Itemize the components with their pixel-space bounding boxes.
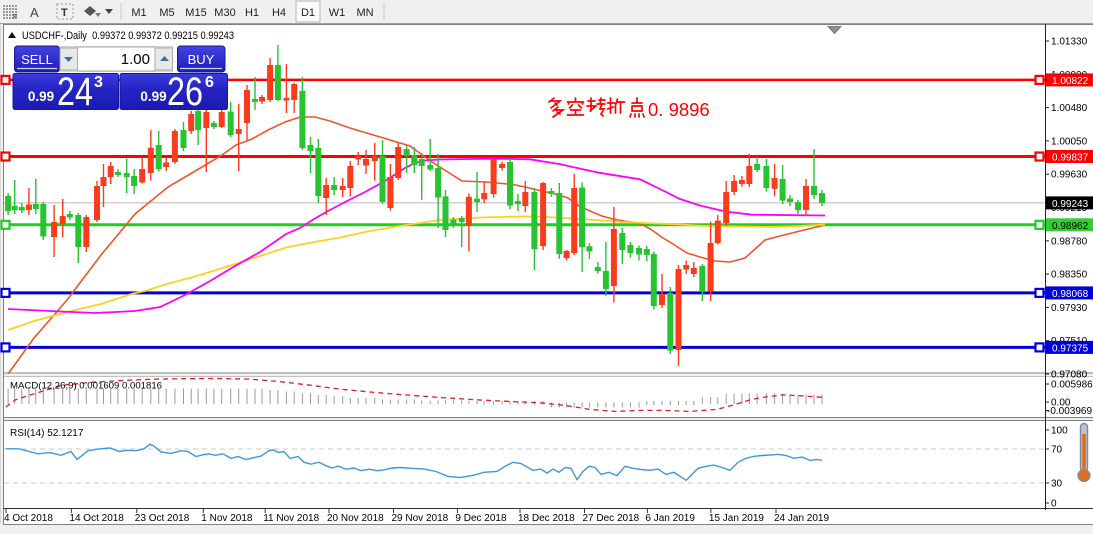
svg-text:M15: M15 xyxy=(185,7,206,19)
svg-text:M5: M5 xyxy=(159,7,174,19)
svg-text:6: 6 xyxy=(205,74,214,91)
svg-text:3: 3 xyxy=(94,74,103,91)
svg-text:M1: M1 xyxy=(131,7,146,19)
svg-text:0.005986: 0.005986 xyxy=(1051,380,1093,391)
svg-text:0.97080: 0.97080 xyxy=(1051,370,1088,381)
svg-text:0: 0 xyxy=(1051,499,1057,510)
svg-text:SELL: SELL xyxy=(21,52,53,67)
svg-text:26: 26 xyxy=(167,70,203,114)
svg-text:H1: H1 xyxy=(245,7,259,19)
svg-text:0.99: 0.99 xyxy=(140,89,166,104)
svg-text:24 Jan 2019: 24 Jan 2019 xyxy=(774,513,829,524)
svg-text:14 Oct 2018: 14 Oct 2018 xyxy=(69,513,124,524)
svg-text:0.99837: 0.99837 xyxy=(1052,153,1089,164)
svg-text:23 Oct 2018: 23 Oct 2018 xyxy=(135,513,190,524)
svg-text:0.97375: 0.97375 xyxy=(1052,343,1089,354)
svg-text:0.99243: 0.99243 xyxy=(1052,199,1089,210)
svg-text:0.98068: 0.98068 xyxy=(1052,289,1089,300)
svg-text:27 Dec 2018: 27 Dec 2018 xyxy=(583,513,640,524)
svg-text:T: T xyxy=(61,7,68,19)
svg-text:1 Nov 2018: 1 Nov 2018 xyxy=(201,513,253,524)
svg-text:A: A xyxy=(30,5,39,20)
svg-text:0.98780: 0.98780 xyxy=(1051,236,1088,247)
svg-text:1.01330: 1.01330 xyxy=(1051,37,1088,48)
svg-text:MN: MN xyxy=(356,7,373,19)
svg-text:29 Nov 2018: 29 Nov 2018 xyxy=(392,513,449,524)
svg-text:0.98350: 0.98350 xyxy=(1051,270,1088,281)
svg-text:11 Nov 2018: 11 Nov 2018 xyxy=(263,513,319,524)
svg-text:MACD(12,26,9) 0.001609 0.00181: MACD(12,26,9) 0.001609 0.001816 xyxy=(10,381,162,392)
svg-text:0.00: 0.00 xyxy=(1051,398,1071,409)
svg-text:0. 9896: 0. 9896 xyxy=(648,99,710,120)
svg-text:H4: H4 xyxy=(272,7,286,19)
svg-text:0.99630: 0.99630 xyxy=(1051,170,1088,181)
svg-text:0.99: 0.99 xyxy=(28,89,54,104)
svg-text:70: 70 xyxy=(1051,445,1063,456)
svg-text:6 Jan 2019: 6 Jan 2019 xyxy=(645,513,695,524)
svg-text:4 Oct 2018: 4 Oct 2018 xyxy=(4,513,53,524)
svg-text:24: 24 xyxy=(57,70,93,114)
svg-text:0.98962: 0.98962 xyxy=(1052,221,1089,232)
svg-text:USDCHF-,Daily 0.99372 0.99372: USDCHF-,Daily 0.99372 0.99372 0.99215 0.… xyxy=(22,30,234,42)
svg-text:1.00050: 1.00050 xyxy=(1051,136,1088,147)
svg-text:15 Jan 2019: 15 Jan 2019 xyxy=(709,513,764,524)
svg-text:F: F xyxy=(13,14,17,21)
svg-text:0.97930: 0.97930 xyxy=(1051,303,1088,314)
svg-text:D1: D1 xyxy=(301,7,315,19)
svg-text:-0.003969: -0.003969 xyxy=(1047,406,1092,417)
svg-text:1.00822: 1.00822 xyxy=(1052,76,1089,87)
svg-text:9 Dec 2018: 9 Dec 2018 xyxy=(455,513,507,524)
svg-text:100: 100 xyxy=(1051,426,1068,437)
svg-text:1.00: 1.00 xyxy=(121,51,150,68)
svg-text:M30: M30 xyxy=(214,7,235,19)
svg-text:1.00480: 1.00480 xyxy=(1051,103,1088,114)
svg-text:RSI(14) 52.1217: RSI(14) 52.1217 xyxy=(10,428,84,439)
svg-text:BUY: BUY xyxy=(188,52,215,67)
svg-text:30: 30 xyxy=(1051,479,1063,490)
svg-text:20 Nov 2018: 20 Nov 2018 xyxy=(327,513,384,524)
svg-text:18 Dec 2018: 18 Dec 2018 xyxy=(518,513,575,524)
svg-text:W1: W1 xyxy=(329,7,346,19)
